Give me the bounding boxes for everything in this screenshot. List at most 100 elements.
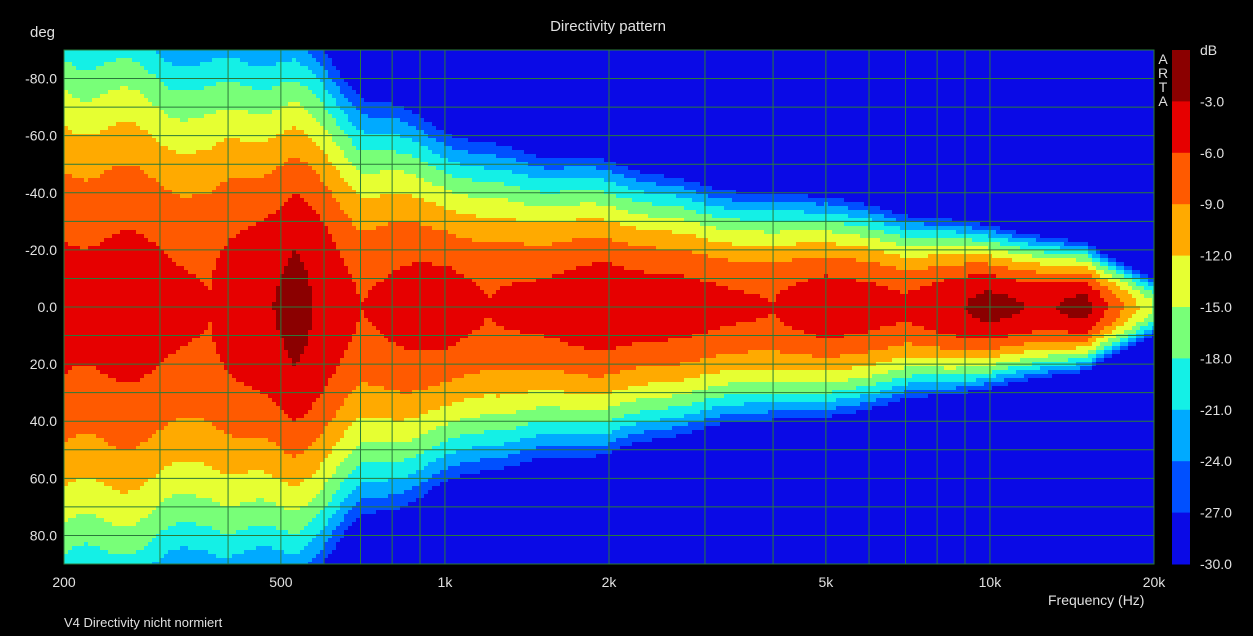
heatmap-cell (200, 82, 205, 87)
heatmap-cell (184, 442, 189, 447)
heatmap-cell (160, 394, 165, 399)
heatmap-cell (204, 126, 209, 131)
heatmap-cell (196, 230, 201, 235)
heatmap-cell (140, 282, 145, 287)
heatmap-cell (68, 90, 73, 95)
heatmap-cell (172, 186, 177, 191)
heatmap-cell (192, 270, 197, 275)
heatmap-cell (88, 370, 93, 375)
heatmap-cell (184, 186, 189, 191)
heatmap-cell (148, 294, 153, 299)
heatmap-cell (112, 398, 117, 403)
heatmap-cell (140, 442, 145, 447)
heatmap-cell (168, 202, 173, 207)
heatmap-cell (92, 554, 97, 559)
heatmap-cell (100, 250, 105, 255)
heatmap-cell (164, 86, 169, 91)
heatmap-cell (108, 354, 113, 359)
heatmap-cell (196, 542, 201, 547)
heatmap-cell (140, 418, 145, 423)
heatmap-cell (64, 402, 69, 407)
heatmap-cell (172, 314, 177, 319)
heatmap-cell (176, 546, 181, 551)
heatmap-cell (116, 94, 121, 99)
heatmap-cell (188, 234, 193, 239)
heatmap-cell (88, 310, 93, 315)
heatmap-cell (200, 74, 205, 79)
heatmap-cell (124, 178, 129, 183)
heatmap-cell (196, 206, 201, 211)
heatmap-cell (144, 534, 149, 539)
heatmap-cell (88, 114, 93, 119)
heatmap-cell (116, 138, 121, 143)
heatmap-cell (108, 398, 113, 403)
heatmap-cell (124, 254, 129, 259)
heatmap-cell (144, 394, 149, 399)
heatmap-cell (148, 502, 153, 507)
heatmap-cell (80, 494, 85, 499)
heatmap-cell (196, 282, 201, 287)
heatmap-cell (160, 114, 165, 119)
heatmap-cell (140, 546, 145, 551)
heatmap-cell (176, 134, 181, 139)
heatmap-cell (100, 50, 105, 55)
heatmap-cell (160, 130, 165, 135)
heatmap-cell (128, 526, 133, 531)
heatmap-cell (160, 534, 165, 539)
heatmap-cell (204, 290, 209, 295)
heatmap-cell (148, 150, 153, 155)
heatmap-cell (148, 470, 153, 475)
heatmap-cell (64, 382, 69, 387)
heatmap-cell (128, 542, 133, 547)
heatmap-cell (104, 394, 109, 399)
heatmap-cell (64, 222, 69, 227)
heatmap-cell (172, 130, 177, 135)
heatmap-cell (208, 110, 213, 115)
heatmap-cell (204, 154, 209, 159)
heatmap-cell (64, 130, 69, 135)
heatmap-cell (196, 54, 201, 59)
heatmap-cell (104, 214, 109, 219)
heatmap-cell (172, 94, 177, 99)
heatmap-cell (88, 394, 93, 399)
heatmap-cell (104, 530, 109, 535)
heatmap-cell (68, 518, 73, 523)
heatmap-cell (96, 198, 101, 203)
heatmap-cell (80, 386, 85, 391)
heatmap-cell (112, 198, 117, 203)
heatmap-cell (116, 66, 121, 71)
heatmap-cell (204, 514, 209, 519)
heatmap-cell (164, 318, 169, 323)
heatmap-cell (144, 522, 149, 527)
heatmap-cell (72, 146, 77, 151)
heatmap-cell (68, 298, 73, 303)
heatmap-cell (168, 338, 173, 343)
heatmap-cell (208, 90, 213, 95)
heatmap-cell (208, 130, 213, 135)
heatmap-cell (184, 418, 189, 423)
heatmap-cell (116, 130, 121, 135)
heatmap-cell (164, 98, 169, 103)
heatmap-cell (208, 94, 213, 99)
heatmap-cell (92, 458, 97, 463)
heatmap-cell (112, 358, 117, 363)
heatmap-cell (100, 454, 105, 459)
heatmap-cell (184, 454, 189, 459)
heatmap-cell (116, 554, 121, 559)
heatmap-cell (120, 266, 125, 271)
heatmap-cell (128, 366, 133, 371)
heatmap-cell (200, 130, 205, 135)
heatmap-cell (112, 498, 117, 503)
heatmap-cell (196, 510, 201, 515)
heatmap-cell (112, 182, 117, 187)
heatmap-cell (180, 282, 185, 287)
heatmap-cell (80, 266, 85, 271)
heatmap-cell (152, 530, 157, 535)
heatmap-cell (140, 54, 145, 59)
heatmap-cell (132, 262, 137, 267)
heatmap-cell (168, 82, 173, 87)
heatmap-cell (168, 238, 173, 243)
heatmap-cell (148, 366, 153, 371)
heatmap-cell (168, 250, 173, 255)
heatmap-cell (180, 394, 185, 399)
